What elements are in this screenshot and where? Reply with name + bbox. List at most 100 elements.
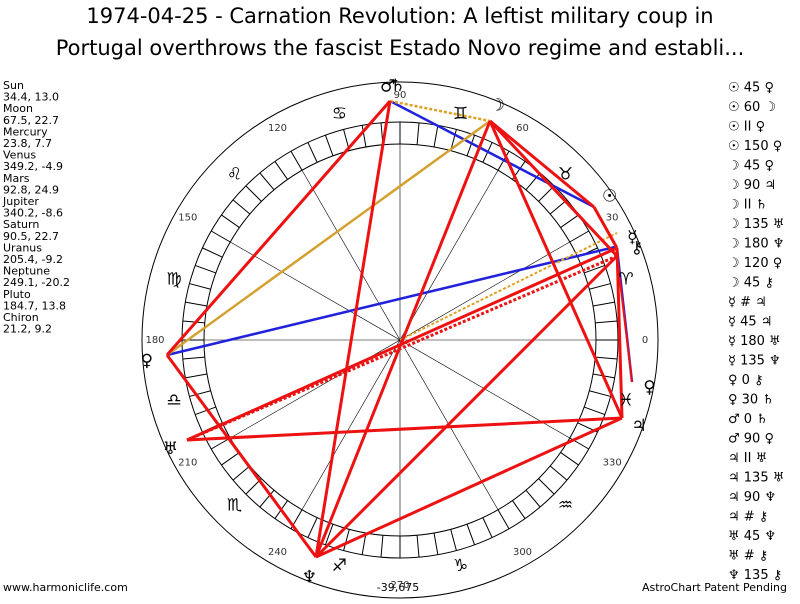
- ring-tick: [595, 356, 618, 360]
- planet-glyph: ♀: [643, 378, 655, 398]
- ring-tick: [210, 230, 231, 243]
- planet-glyph: ☉: [602, 186, 617, 206]
- ring-tick: [290, 150, 303, 171]
- ring-tick: [245, 185, 262, 202]
- ring-tick: [185, 373, 208, 379]
- planet-position: 23.8, 7.7: [3, 137, 52, 150]
- aspect-lines: [165, 99, 634, 559]
- planet-position: 249.1, -20.2: [3, 276, 70, 289]
- ring-tick: [416, 535, 420, 558]
- ring-tick: [433, 532, 439, 555]
- aspect-entry: ☿ # ♃: [728, 295, 767, 310]
- ring-tick: [221, 452, 240, 466]
- ring-tick: [497, 509, 510, 530]
- degree-label: 180: [145, 335, 164, 346]
- planet-position: 90.5, 22.7: [3, 230, 59, 243]
- aspect-entry: ♅ # ⚷: [728, 549, 768, 564]
- planet-name: Jupiter: [2, 195, 39, 208]
- ring-tick: [482, 517, 493, 538]
- planet-glyph: ☿: [627, 227, 637, 247]
- aspect-entry: ☽ 90 ♃: [728, 178, 776, 193]
- ring-tick: [512, 500, 526, 519]
- aspect-entry: ♃ # ⚷: [728, 510, 768, 525]
- ring-tick: [549, 465, 568, 481]
- aspect-entry: ☽ 45 ♀: [728, 159, 774, 174]
- degree-label: 240: [268, 547, 287, 558]
- aspect-entry: ♀ 30 ♄: [728, 393, 774, 408]
- ring-tick: [466, 134, 476, 156]
- ring-tick: [194, 406, 216, 416]
- ring-tick: [584, 264, 606, 274]
- aspect-entry: ☽ 120 ♀: [728, 256, 782, 271]
- sign-glyph: ♏: [227, 495, 242, 515]
- ring-tick: [560, 452, 579, 466]
- planet-name: Mars: [3, 172, 30, 185]
- planet-glyph: ⚷: [631, 238, 643, 258]
- ring-tick: [525, 489, 541, 508]
- aspect-entry: ♃ 90 ♆: [728, 490, 776, 505]
- aspect-entry: ☉ 60 ☽: [728, 100, 776, 115]
- sign-glyph: ♍: [166, 269, 181, 289]
- degree-label: 150: [178, 213, 197, 224]
- planet-position: 184.7, 13.8: [3, 299, 66, 312]
- aspect-entry: ☿ 45 ♃: [728, 315, 772, 330]
- planet-position: 349.2, -4.9: [3, 160, 63, 173]
- ring-tick: [538, 478, 555, 495]
- title-line: 1974-04-25 - Carnation Revolution: A lef…: [86, 4, 713, 28]
- ring-tick: [343, 529, 350, 551]
- ring-tick: [361, 125, 367, 148]
- sign-glyph: ♊: [453, 104, 468, 124]
- aspect-entry: ☿ 180 ♅: [728, 334, 781, 349]
- planet-glyph: ☽: [490, 95, 505, 115]
- aspect-entry: ☿ 135 ♆: [728, 354, 781, 369]
- aspect-entry: ♅ 45 ♆: [728, 529, 776, 544]
- degree-label: 0: [642, 335, 648, 346]
- aspect-entry: ♆ 135 ⚷: [728, 568, 782, 583]
- planet-glyph: ♃: [631, 416, 646, 436]
- planet-glyph: ♅: [163, 439, 178, 459]
- ring-tick: [416, 122, 420, 145]
- aspect-entry: ♃ 135 ♅: [728, 471, 784, 486]
- sign-glyph: ♋: [332, 104, 347, 124]
- planet-glyph: ♆: [302, 567, 317, 587]
- ring-tick: [182, 320, 205, 324]
- degree-label: 270: [390, 580, 409, 591]
- ring-tick: [560, 214, 579, 228]
- ring-tick: [569, 230, 590, 243]
- ring-tick: [549, 199, 568, 215]
- sign-glyph: ♑: [453, 556, 468, 576]
- sign-glyph: ♈: [618, 269, 633, 289]
- planet-position: 340.2, -8.6: [3, 207, 63, 220]
- ring-tick: [189, 390, 211, 397]
- aspect-entry: ☉ 150 ♀: [728, 139, 782, 154]
- planet-position: 34.4, 13.0: [3, 91, 59, 104]
- aspect-entry: ☉ II ♀: [728, 120, 765, 135]
- degree-label: 210: [178, 458, 197, 469]
- planet-name: Saturn: [3, 218, 39, 231]
- planet-name: Sun: [3, 79, 24, 92]
- planet-name: Pluto: [3, 288, 31, 301]
- ring-tick: [450, 129, 457, 151]
- ring-tick: [584, 406, 606, 416]
- sign-glyph: ♒: [558, 495, 573, 515]
- ring-tick: [324, 524, 334, 546]
- degree-label: 30: [606, 213, 619, 224]
- planet-position: 67.5, 22.7: [3, 114, 59, 127]
- ring-tick: [466, 524, 476, 546]
- planet-name: Moon: [3, 102, 33, 115]
- planet-name: Uranus: [3, 241, 42, 254]
- sign-glyph: ♎: [166, 391, 181, 411]
- sign-glyph: ♐: [332, 556, 347, 576]
- planet-name: Mercury: [3, 125, 48, 138]
- footer-notice: AstroChart Patent Pending: [642, 581, 787, 594]
- sign-glyph: ♌: [227, 165, 242, 185]
- ring-tick: [380, 535, 384, 558]
- aspect-entry: ☽ II ♄: [728, 198, 767, 213]
- degree-label: 120: [268, 123, 287, 134]
- ring-tick: [221, 214, 240, 228]
- ring-tick: [232, 465, 251, 481]
- ring-tick: [259, 172, 275, 191]
- footer-number: -39,675: [377, 581, 419, 594]
- ring-tick: [202, 247, 223, 258]
